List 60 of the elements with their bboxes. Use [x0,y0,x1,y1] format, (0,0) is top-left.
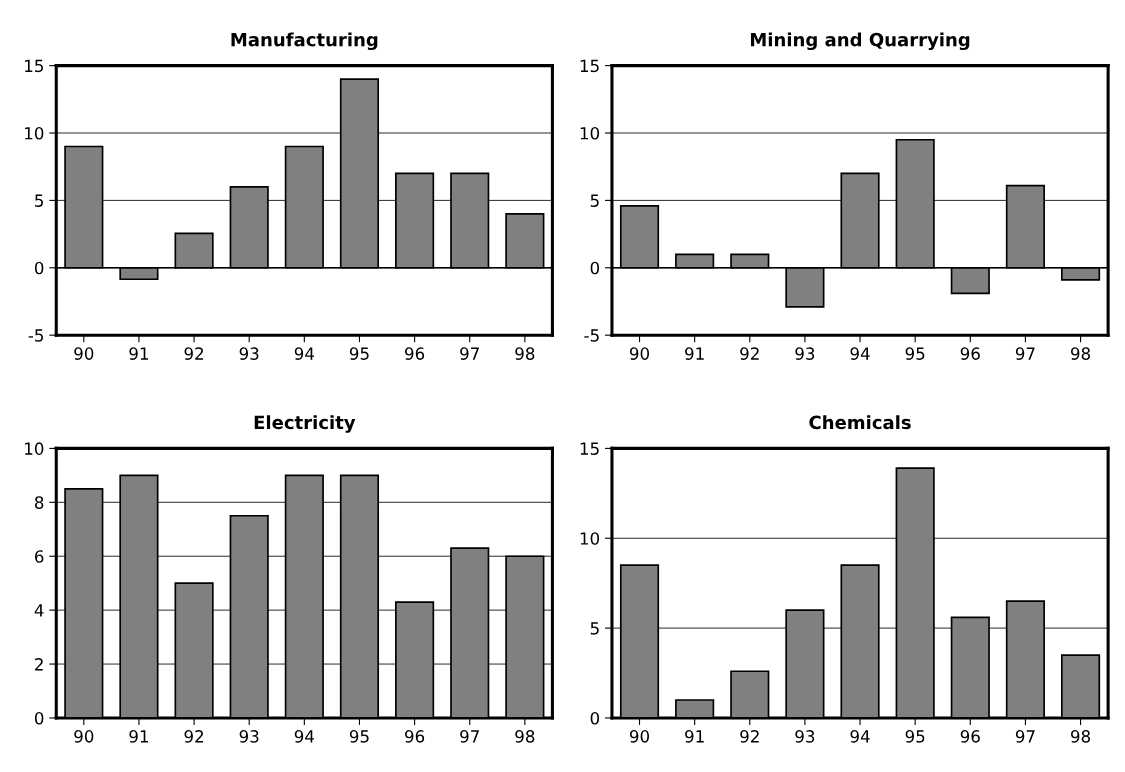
x-tick-label: 96 [405,347,425,360]
x-tick-label: 90 [74,347,94,360]
x-tick-label: 95 [349,730,369,743]
y-tick-label: 10 [580,126,600,140]
x-tick-label: 94 [850,730,870,743]
y-tick-label: -5 [584,329,599,342]
x-tick-label: 90 [74,730,94,743]
x-tick-label: 91 [685,347,704,360]
chart-title: Manufacturing [231,32,378,51]
x-tick-label: 95 [905,347,925,360]
x-tick-label: 93 [795,347,815,360]
y-tick-label: 5 [590,622,599,635]
y-tick-label: 4 [34,604,44,617]
chart-title: Chemicals [809,415,911,430]
x-tick-label: 95 [905,730,925,743]
x-tick-label: 96 [960,347,980,360]
x-tick-label: 93 [795,730,815,743]
x-tick-label: 96 [405,730,425,743]
x-tick-label: 98 [515,730,535,743]
y-tick-label: 8 [34,496,44,509]
x-tick-label: 92 [740,347,759,360]
y-tick-label: 5 [590,194,599,207]
y-tick-label: 6 [35,550,44,563]
x-tick-label: 97 [460,730,479,743]
chart-title: Electricity [254,415,356,433]
x-tick-label: 90 [629,347,650,360]
x-tick-label: 91 [129,347,149,360]
x-tick-label: 94 [850,347,870,360]
x-tick-label: 93 [239,347,259,360]
x-tick-label: 91 [129,730,149,743]
x-tick-label: 92 [184,347,204,360]
y-tick-label: 5 [35,194,43,207]
chart-title: Mining and Quarrying [750,32,970,51]
y-tick-label: 15 [25,59,43,73]
y-tick-label: 2 [35,658,43,671]
x-tick-label: 94 [294,730,314,743]
x-tick-label: 98 [1071,347,1091,360]
y-tick-label: 0 [590,261,600,275]
x-tick-label: 93 [239,730,259,743]
x-tick-label: 90 [629,730,650,743]
y-tick-label: 15 [580,59,599,73]
x-tick-label: 97 [460,347,479,360]
x-tick-label: 94 [294,347,314,360]
x-tick-label: 98 [1071,730,1091,743]
x-tick-label: 92 [184,730,204,743]
x-tick-label: 97 [1015,347,1035,360]
x-tick-label: 91 [685,730,704,743]
y-tick-label: 10 [580,532,600,545]
y-tick-label: 0 [34,261,44,275]
y-tick-label: 0 [590,711,600,725]
x-tick-label: 97 [1015,730,1035,743]
y-tick-label: 15 [580,442,599,455]
y-tick-label: 0 [34,711,44,725]
y-tick-label: 10 [25,442,44,455]
x-tick-label: 96 [960,730,980,743]
y-tick-label: 10 [25,126,44,140]
x-tick-label: 98 [515,347,535,360]
x-tick-label: 92 [740,730,759,743]
y-tick-label: -5 [28,329,43,342]
x-tick-label: 95 [349,347,369,360]
